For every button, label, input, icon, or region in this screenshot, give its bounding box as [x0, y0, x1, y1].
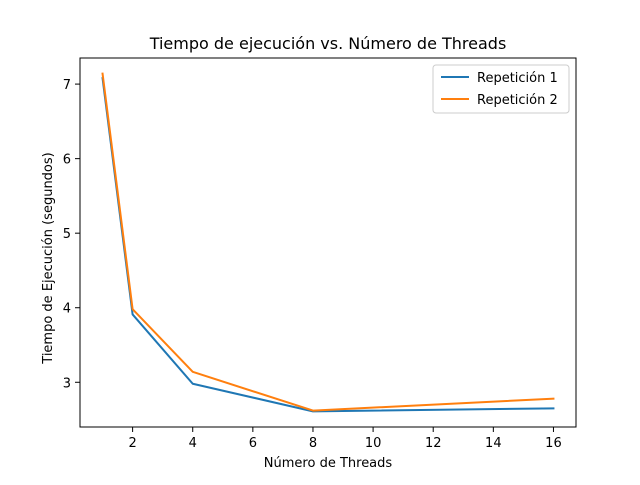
plot-area: 2 4 6 8 10 12 14 16 3 4 5 6 7	[63, 57, 577, 451]
y-tick-label: 7	[63, 78, 71, 93]
series-line-2	[101, 72, 555, 412]
y-tick-label: 5	[63, 227, 71, 242]
y-axis-label: Tiempo de Ejecución (segundos)	[41, 152, 56, 364]
y-tick-label: 3	[63, 376, 71, 391]
x-tick-label: 2	[128, 436, 136, 451]
x-tick-label: 8	[309, 436, 317, 451]
x-axis-label: Número de Threads	[264, 456, 393, 471]
legend-label-2: Repetición 2	[477, 93, 558, 108]
chart-title: Tiempo de ejecución vs. Número de Thread…	[149, 34, 507, 53]
x-tick-label: 16	[545, 436, 562, 451]
legend-label-1: Repetición 1	[477, 71, 558, 86]
x-tick-label: 12	[425, 436, 442, 451]
x-tick-label: 6	[249, 436, 257, 451]
x-tick-label: 10	[365, 436, 382, 451]
x-tick-label: 4	[189, 436, 197, 451]
y-tick-label: 4	[63, 302, 71, 317]
y-tick-label: 6	[63, 153, 71, 168]
axes-frame	[79, 57, 577, 428]
legend: Repetición 1 Repetición 2	[432, 64, 570, 114]
x-tick-label: 14	[485, 436, 502, 451]
